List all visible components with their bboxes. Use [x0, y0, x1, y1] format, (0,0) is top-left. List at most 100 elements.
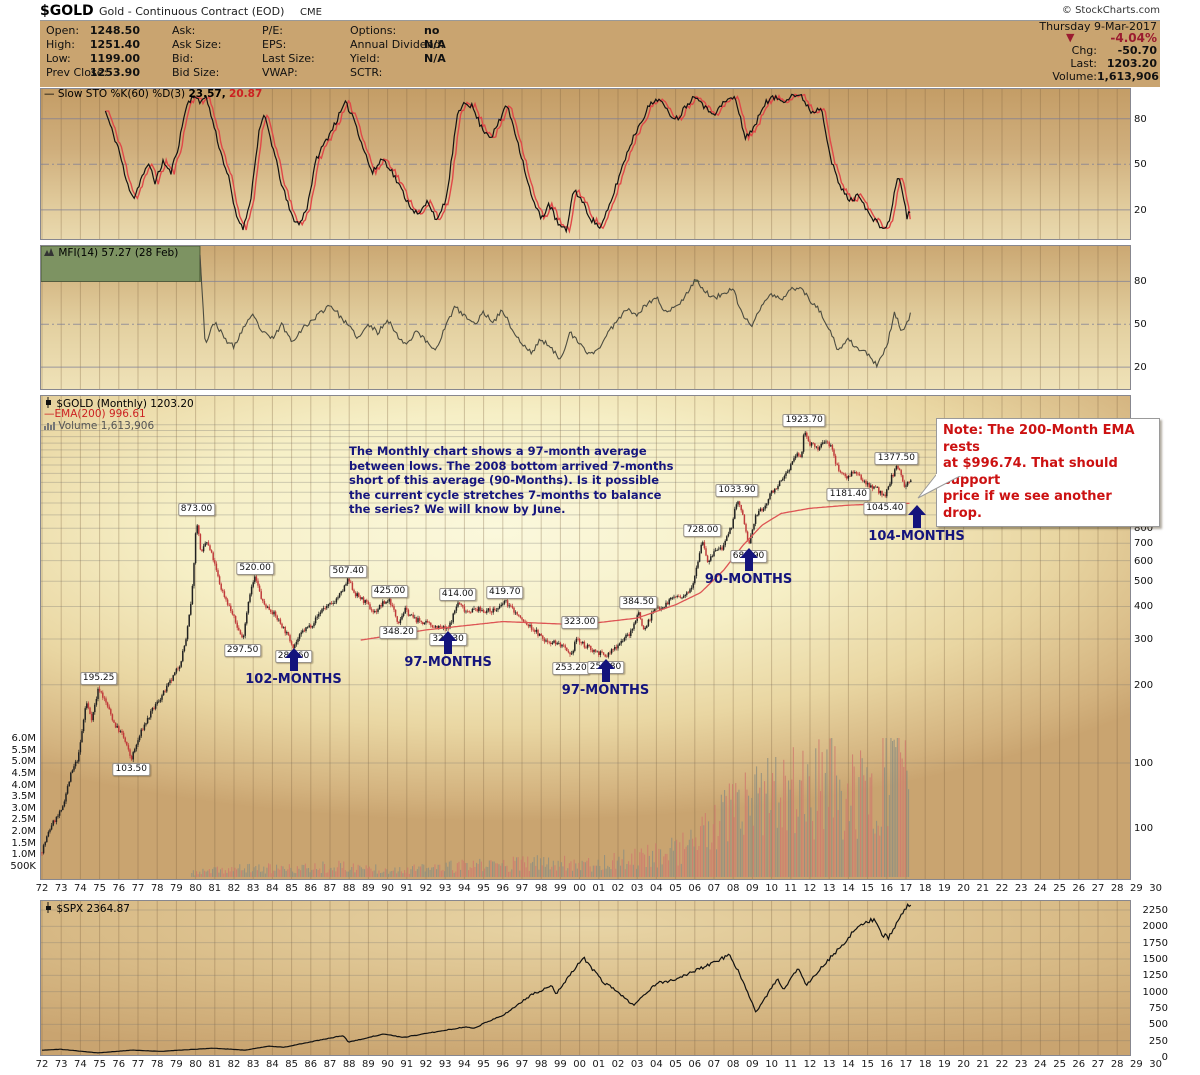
gold-legend: $GOLD (Monthly) 1203.20	[44, 397, 194, 410]
price-callout-195.25: 195.25	[79, 672, 118, 686]
volume-bar	[613, 853, 615, 877]
year-tick-label: 91	[400, 1059, 414, 1070]
year-tick-label: 97	[515, 883, 529, 894]
volume-bar	[692, 838, 694, 877]
volume-bar	[620, 865, 622, 877]
volume-bar	[736, 792, 738, 877]
volume-bar	[719, 821, 721, 877]
volume-bar	[802, 750, 804, 877]
volume-bar	[764, 781, 766, 877]
up-arrow-icon	[739, 548, 758, 572]
sto-line-dash: —	[44, 88, 55, 100]
volume-bar	[263, 866, 265, 877]
mfi-ytick: 80	[1134, 276, 1147, 288]
spx-ytick: 1750	[1142, 937, 1168, 949]
year-tick-label: 96	[496, 883, 510, 894]
volume-bar	[634, 848, 636, 877]
volume-bar	[709, 849, 711, 877]
year-tick-label: 26	[1072, 1059, 1086, 1070]
volume-bar	[583, 861, 585, 877]
volume-bar	[287, 869, 289, 877]
volume-bar	[516, 857, 518, 877]
volume-bar	[192, 870, 194, 877]
volume-bar	[581, 860, 583, 877]
sto-percent-d-line	[105, 93, 911, 234]
volume-bar	[213, 867, 215, 877]
volume-bar	[480, 861, 482, 877]
quote-label: Last:	[1070, 57, 1097, 70]
year-tick-label: 72	[35, 883, 49, 894]
volume-bar	[884, 767, 886, 877]
volume-bar	[861, 758, 863, 877]
volume-bar	[477, 864, 479, 877]
volume-bar	[639, 852, 641, 877]
volume-bar	[354, 872, 356, 877]
year-tick-label: 19	[938, 883, 951, 894]
year-tick-label: 82	[227, 883, 241, 894]
volume-bar	[463, 860, 465, 877]
volume-bar	[773, 781, 775, 877]
mfi-line	[199, 254, 911, 369]
volume-bar	[298, 868, 300, 877]
volume-bar	[244, 868, 246, 877]
volume-bar	[772, 773, 774, 877]
year-tick-label: 94	[458, 1059, 471, 1070]
volume-bar	[900, 752, 902, 877]
quote-label: Chg:	[1071, 44, 1097, 57]
volume-bar	[845, 798, 847, 877]
volume-bar	[279, 869, 281, 877]
volume-bar	[200, 874, 202, 877]
year-tick-label: 30	[1149, 1059, 1162, 1070]
volume-bar	[888, 795, 890, 877]
year-tick-label: 07	[707, 1059, 721, 1070]
volume-bar	[224, 870, 226, 877]
volume-bar	[519, 870, 521, 877]
year-tick-label: 74	[74, 1059, 87, 1070]
sto-legend: — Slow STO %K(60) %D(3) 23.57, 20.87	[44, 89, 262, 100]
volume-bar	[330, 867, 332, 877]
volume-bar	[284, 869, 286, 877]
volume-bar	[416, 869, 418, 877]
volume-bar	[624, 869, 626, 877]
volume-bar	[469, 867, 471, 877]
volume-bar	[229, 871, 231, 877]
volume-bar	[776, 827, 778, 877]
year-tick-label: 95	[477, 883, 490, 894]
volume-bar	[636, 868, 638, 877]
volume-bar	[428, 867, 430, 877]
volume-bar	[828, 806, 830, 877]
year-tick-label: 79	[170, 1059, 183, 1070]
quote-value: 1253.90	[89, 66, 140, 79]
volume-bar	[676, 839, 678, 877]
volume-bar	[805, 821, 807, 877]
spx-legend-text: $SPX 2364.87	[56, 903, 130, 915]
volume-bar	[514, 860, 516, 877]
volume-bar	[666, 853, 668, 877]
volume-bar	[592, 865, 594, 877]
note-line: Note: The 200-Month EMA rests	[943, 423, 1135, 455]
volume-bar	[292, 871, 294, 877]
volume-bar	[591, 871, 593, 877]
volume-bar	[426, 868, 428, 877]
volume-bar	[423, 864, 425, 877]
volume-bar	[368, 866, 370, 877]
year-tick-label: 21	[976, 883, 990, 894]
quote-label: High:	[46, 38, 75, 51]
volume-bar	[458, 861, 460, 877]
volume-bar	[682, 832, 684, 877]
volume-bar	[898, 738, 900, 877]
year-tick-label: 78	[150, 883, 164, 894]
volume-bar	[340, 863, 342, 877]
volume-bar	[535, 865, 537, 877]
volume-bar	[789, 789, 791, 877]
volume-bar	[490, 860, 492, 877]
volume-bar	[869, 777, 871, 877]
year-tick-label: 82	[227, 1059, 241, 1070]
volume-bar	[616, 860, 618, 877]
volume-bar	[661, 864, 663, 877]
volume-bar	[804, 814, 806, 877]
volume-bar	[679, 842, 681, 877]
volume-bar	[364, 869, 366, 877]
annotation-line: short of this average (90-Months). Is it…	[349, 473, 660, 488]
year-tick-label: 00	[573, 1059, 586, 1070]
